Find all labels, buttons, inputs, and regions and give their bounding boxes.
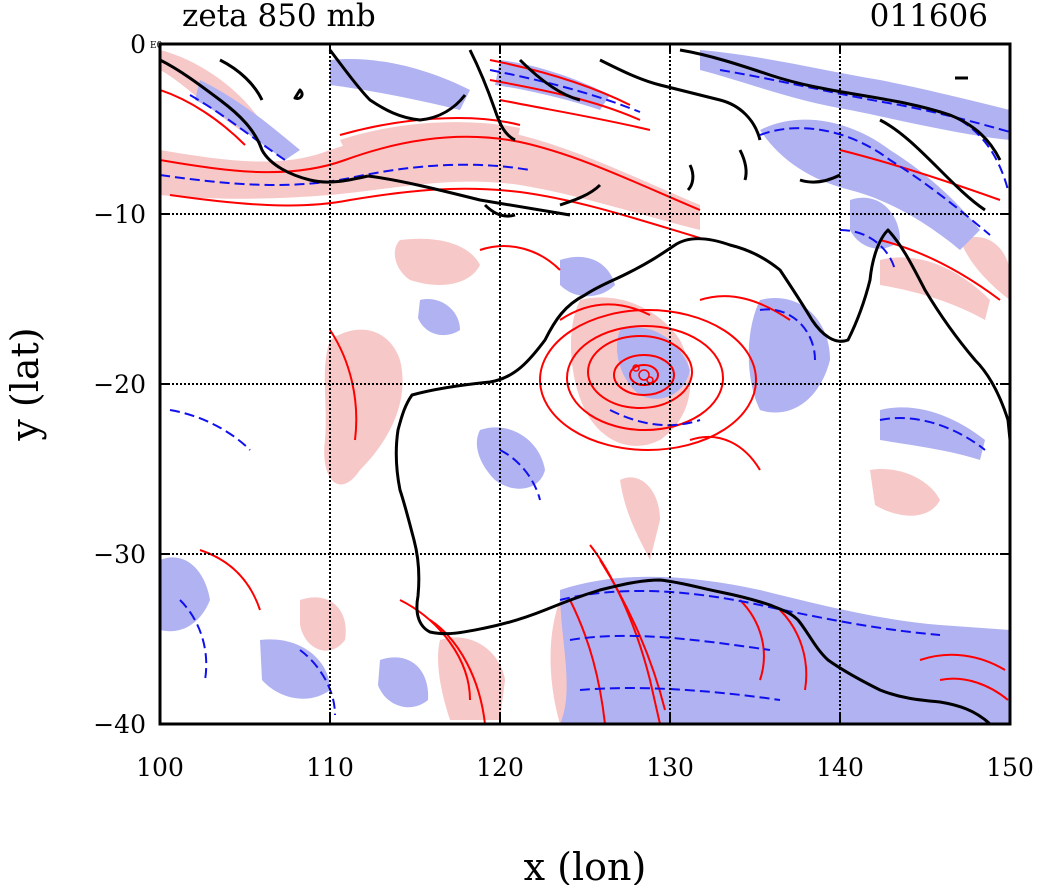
corner-label: E0 bbox=[150, 41, 163, 51]
y-tick-label: −10 bbox=[93, 200, 146, 229]
x-axis-label: x (lon) bbox=[524, 845, 647, 885]
axis-ticks: 100 110 120 130 140 150 0 −10 −20 −30 −40 bbox=[93, 30, 1034, 782]
positive-contours bbox=[160, 59, 1009, 724]
y-axis-label: y (lat) bbox=[3, 327, 47, 441]
x-tick-label: 110 bbox=[306, 753, 354, 782]
y-tick-label: 0 bbox=[130, 30, 146, 59]
y-tick-label: −20 bbox=[93, 370, 146, 399]
x-tick-label: 150 bbox=[986, 753, 1034, 782]
x-tick-label: 140 bbox=[816, 753, 864, 782]
coastlines bbox=[160, 48, 1010, 724]
y-tick-label: −40 bbox=[93, 710, 146, 739]
x-tick-label: 120 bbox=[476, 753, 524, 782]
negative-contours bbox=[160, 69, 1010, 716]
grid-lines bbox=[160, 44, 1010, 724]
x-tick-label: 130 bbox=[646, 753, 694, 782]
chart-title-left: zeta 850 mb bbox=[182, 0, 376, 34]
chart-title-right: 011606 bbox=[870, 0, 988, 34]
x-tick-label: 100 bbox=[136, 753, 184, 782]
australia-coastline bbox=[394, 228, 1010, 724]
y-tick-label: −30 bbox=[93, 540, 146, 569]
indonesia-coastline bbox=[160, 58, 369, 184]
